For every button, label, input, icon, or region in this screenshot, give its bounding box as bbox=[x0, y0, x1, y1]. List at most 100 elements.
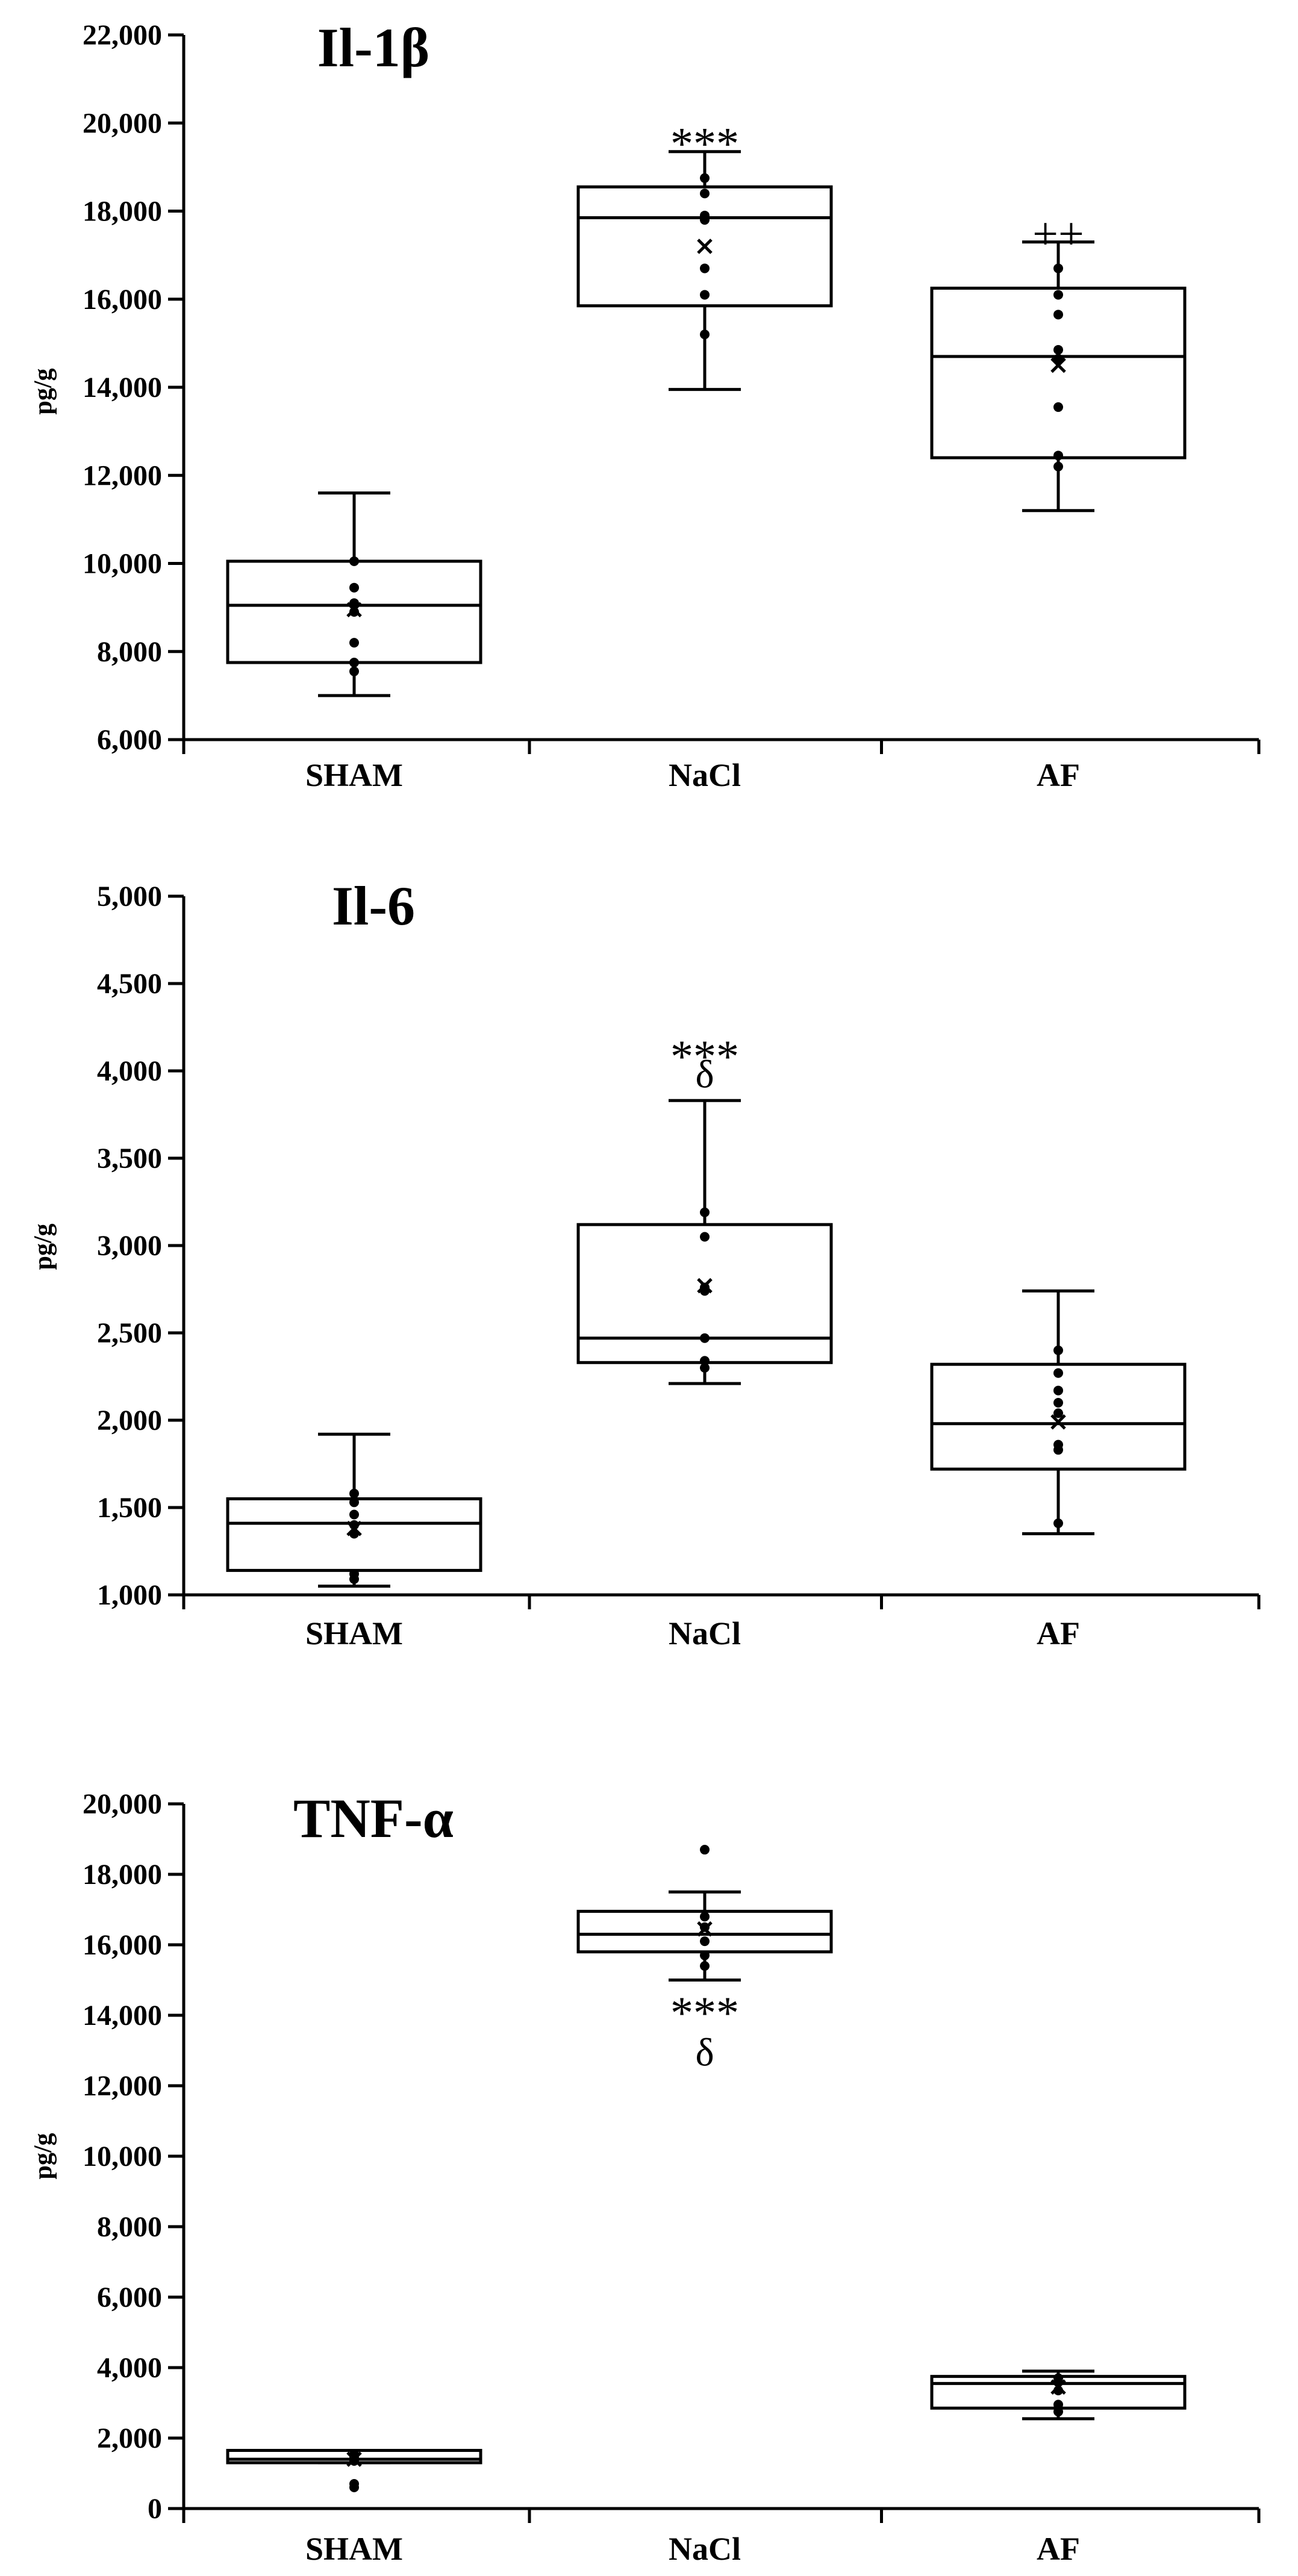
y-tick-label: 6,000 bbox=[97, 724, 162, 756]
y-tick-label: 3,500 bbox=[97, 1143, 162, 1174]
y-tick-label: 5,000 bbox=[97, 881, 162, 912]
y-tick-label: 8,000 bbox=[97, 2211, 162, 2243]
category-label: SHAM bbox=[305, 757, 403, 793]
data-point bbox=[349, 1569, 359, 1579]
y-tick-label: 6,000 bbox=[97, 2281, 162, 2313]
y-axis-label: pg/g bbox=[30, 2133, 57, 2179]
data-point bbox=[700, 1232, 710, 1242]
data-point bbox=[700, 263, 710, 273]
significance-annotation: *** bbox=[670, 119, 739, 169]
significance-annotation: *** bbox=[670, 1031, 739, 1082]
data-point bbox=[1053, 1518, 1063, 1529]
box-group-af: AF ++ bbox=[930, 209, 1187, 793]
data-point bbox=[700, 1356, 710, 1366]
data-point bbox=[1053, 263, 1063, 273]
delta-annotation: δ bbox=[695, 1052, 714, 1096]
significance-annotation: *** bbox=[670, 1988, 739, 2039]
data-point bbox=[1053, 2407, 1063, 2417]
y-tick-label: 18,000 bbox=[83, 196, 162, 228]
y-tick-label: 2,000 bbox=[97, 2422, 162, 2454]
box-group-sham: SHAM bbox=[226, 491, 482, 793]
mean-marker bbox=[697, 239, 713, 254]
box-group-af: AF bbox=[930, 1289, 1187, 1651]
y-tick-label: 14,000 bbox=[83, 372, 162, 404]
y-tick-label: 12,000 bbox=[83, 2070, 162, 2102]
data-point bbox=[700, 1961, 710, 1971]
mean-marker bbox=[1050, 357, 1066, 373]
mean-marker bbox=[697, 1921, 713, 1937]
data-point bbox=[1053, 1385, 1063, 1396]
box-group-nacl: NaCl δ*** bbox=[576, 1031, 833, 1651]
y-tick-label: 4,000 bbox=[97, 1055, 162, 1087]
mean-marker bbox=[1050, 2379, 1066, 2395]
mean-marker bbox=[1050, 1414, 1066, 1430]
data-point bbox=[700, 189, 710, 199]
y-tick-label: 2,500 bbox=[97, 1317, 162, 1349]
significance-annotation: ++ bbox=[1032, 209, 1084, 260]
data-point bbox=[700, 1333, 710, 1343]
data-point bbox=[1053, 1439, 1063, 1450]
box-group-nacl: NaCl ***δ bbox=[576, 1845, 833, 2567]
chart-title: TNF-α bbox=[293, 1788, 454, 1849]
data-point bbox=[1053, 402, 1063, 412]
category-label: NaCl bbox=[669, 2531, 741, 2567]
data-point bbox=[700, 1845, 710, 1855]
data-point bbox=[700, 290, 710, 300]
box-group-sham: SHAM bbox=[226, 2448, 482, 2567]
data-point bbox=[349, 556, 359, 566]
category-label: NaCl bbox=[669, 1615, 741, 1651]
data-point bbox=[1053, 1368, 1063, 1378]
data-point bbox=[349, 1509, 359, 1520]
data-point bbox=[700, 1912, 710, 1922]
y-tick-label: 0 bbox=[148, 2493, 162, 2525]
y-tick-label: 8,000 bbox=[97, 636, 162, 668]
data-point bbox=[349, 607, 359, 617]
mean-marker bbox=[346, 2451, 362, 2467]
data-point bbox=[349, 1497, 359, 1508]
data-point bbox=[700, 1363, 710, 1373]
y-tick-label: 4,000 bbox=[97, 2352, 162, 2384]
data-point bbox=[1053, 310, 1063, 320]
tnf-a-panel: 0 2,000 4,000 6,000 8,000 10,000 12,000 14,000 1… bbox=[30, 1788, 1261, 2567]
data-point bbox=[1053, 451, 1063, 461]
category-label: SHAM bbox=[305, 1615, 403, 1651]
box-group-sham: SHAM bbox=[226, 1432, 482, 1651]
data-point bbox=[1053, 290, 1063, 300]
y-tick-label: 14,000 bbox=[83, 2000, 162, 2032]
y-axis-label: pg/g bbox=[30, 368, 57, 414]
mean-marker bbox=[346, 1521, 362, 1536]
category-label: AF bbox=[1037, 757, 1080, 793]
y-tick-label: 1,000 bbox=[97, 1579, 162, 1611]
il-6-panel: 1,000 1,500 2,000 2,500 3,000 3,500 4,000 4,500… bbox=[30, 875, 1261, 1651]
box-group-nacl: NaCl *** bbox=[576, 119, 833, 793]
y-tick-label: 3,000 bbox=[97, 1230, 162, 1262]
data-point bbox=[349, 1488, 359, 1499]
y-tick-label: 18,000 bbox=[83, 1859, 162, 1891]
mean-marker bbox=[697, 1277, 713, 1294]
data-point bbox=[700, 329, 710, 340]
category-label: NaCl bbox=[669, 757, 741, 793]
mean-marker bbox=[346, 602, 362, 618]
delta-annotation: δ bbox=[695, 2031, 714, 2075]
data-point bbox=[1053, 2400, 1063, 2410]
y-tick-label: 1,500 bbox=[97, 1492, 162, 1524]
data-point bbox=[349, 582, 359, 593]
y-tick-label: 16,000 bbox=[83, 1929, 162, 1961]
data-point bbox=[1053, 1408, 1063, 1418]
category-label: SHAM bbox=[305, 2531, 403, 2567]
data-point bbox=[1053, 345, 1063, 355]
y-tick-label: 2,000 bbox=[97, 1405, 162, 1436]
data-point bbox=[700, 1936, 710, 1947]
y-tick-label: 10,000 bbox=[83, 548, 162, 580]
y-axis-label: pg/g bbox=[30, 1223, 57, 1270]
y-tick-label: 20,000 bbox=[83, 107, 162, 139]
y-tick-label: 4,500 bbox=[97, 968, 162, 1000]
y-tick-label: 10,000 bbox=[83, 2141, 162, 2172]
y-tick-label: 20,000 bbox=[83, 1788, 162, 1820]
data-point bbox=[700, 210, 710, 220]
data-point bbox=[1053, 1398, 1063, 1408]
data-point bbox=[349, 666, 359, 676]
category-label: AF bbox=[1037, 2531, 1080, 2567]
data-point bbox=[700, 173, 710, 183]
